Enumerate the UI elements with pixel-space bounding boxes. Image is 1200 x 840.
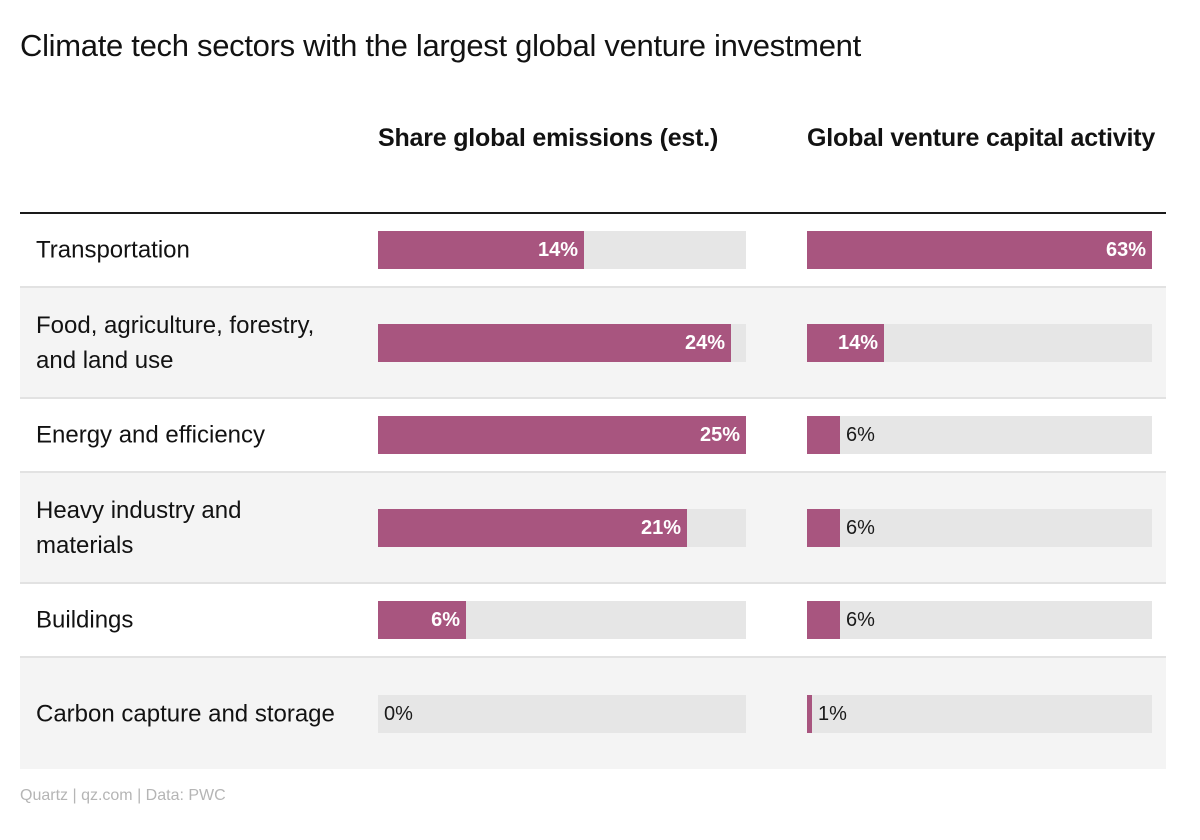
table-row: Buildings 6% 6% <box>20 584 1166 658</box>
data-label: 14% <box>837 331 878 354</box>
row-label-buildings: Buildings <box>36 606 134 634</box>
data-label: 6% <box>431 609 460 631</box>
bar-track: 25% <box>378 416 746 454</box>
bar-emissions-buildings <box>378 601 466 639</box>
data-label: 6% <box>846 609 875 631</box>
source-note: Quartz | qz.com | Data: PWC <box>20 787 226 804</box>
column-header-emissions: Share global emissions (est.) <box>378 124 719 152</box>
row-label-food-agriculture: Food, agriculture, forestry, and land us… <box>36 311 315 374</box>
bar-track: 0% <box>378 694 746 733</box>
data-label: 0% <box>384 702 413 725</box>
bar-track: 21% <box>378 508 746 547</box>
bar-track: 6% <box>807 508 1152 547</box>
chart-rows: Transportation 14% 63% Food, agriculture, f… <box>20 214 1166 769</box>
bar-emissions-transportation <box>378 231 584 269</box>
table-row: Food, agriculture, forestry, and land us… <box>20 288 1166 399</box>
row-label-energy-efficiency: Energy and efficiency <box>36 421 266 449</box>
bar-venture-heavy-industry <box>807 508 840 547</box>
bar-venture-carbon-capture <box>807 694 812 733</box>
bar-track: 6% <box>807 601 1152 639</box>
table-row: Transportation 14% 63% <box>20 214 1166 288</box>
row-label-carbon-capture: Carbon capture and storage <box>36 700 335 727</box>
column-header-venture-capital: Global venture capital activity <box>807 124 1156 152</box>
bar-track: 14% <box>378 231 746 269</box>
bar-emissions-food-agriculture <box>378 323 731 362</box>
data-label: 21% <box>640 516 681 539</box>
data-label: 14% <box>537 239 578 261</box>
chart-title: Climate tech sectors with the largest gl… <box>20 28 861 63</box>
header-divider <box>20 212 1166 214</box>
bar-track: 14% <box>807 323 1152 362</box>
row-label-transportation: Transportation <box>36 236 190 264</box>
bar-venture-energy-efficiency <box>807 416 840 454</box>
data-label: 24% <box>684 331 725 354</box>
table-row: Heavy industry and materials 21% 6% <box>20 473 1166 584</box>
bar-emissions-heavy-industry <box>378 508 687 547</box>
bar-track: 1% <box>807 694 1152 733</box>
table-row: Energy and efficiency 25% 6% <box>20 399 1166 473</box>
bar-track: 63% <box>807 231 1152 269</box>
bar-track: 24% <box>378 323 746 362</box>
bar-track: 6% <box>807 416 1152 454</box>
data-label: 1% <box>818 702 847 725</box>
data-label: 63% <box>1105 239 1146 261</box>
bar-venture-food-agriculture <box>807 323 884 362</box>
data-label: 25% <box>699 424 740 446</box>
row-label-heavy-industry: Heavy industry and materials <box>36 496 242 559</box>
bar-venture-transportation <box>807 231 1152 269</box>
data-label: 6% <box>846 516 875 539</box>
data-label: 6% <box>846 424 875 446</box>
bar-emissions-energy-efficiency <box>378 416 746 454</box>
bar-venture-buildings <box>807 601 840 639</box>
bar-track: 6% <box>378 601 746 639</box>
table-row: Carbon capture and storage 0% 1% <box>20 658 1166 769</box>
